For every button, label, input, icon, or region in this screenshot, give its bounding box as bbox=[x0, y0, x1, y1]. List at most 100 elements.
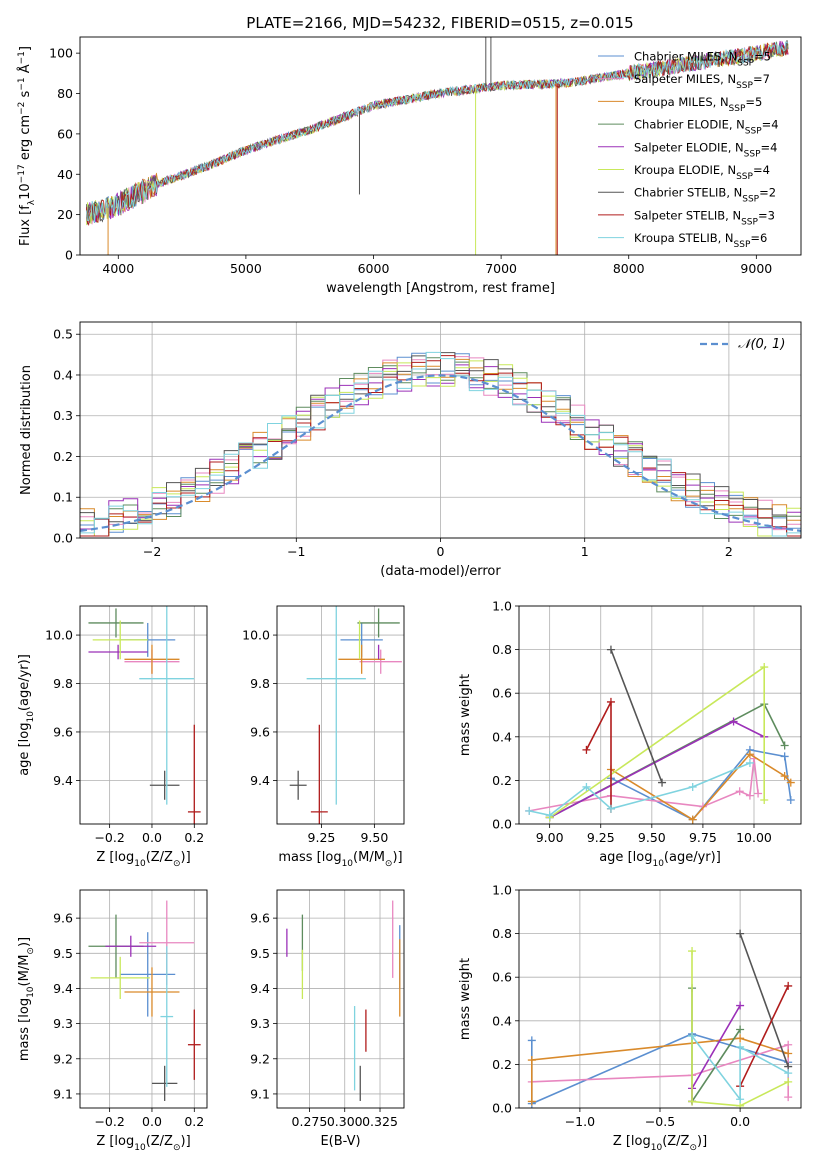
x-tick-label: 0.0 bbox=[142, 1114, 162, 1129]
x-axis-label-xlabel_end: )] bbox=[181, 850, 191, 865]
x-tick-label: 0.2 bbox=[184, 830, 204, 845]
y-tick-label: 9.4 bbox=[250, 981, 270, 996]
x-tick-label: −0.2 bbox=[94, 1114, 124, 1129]
axes-frame bbox=[276, 889, 405, 1109]
x-axis-label: Z [log10(Z/Z⊙)] bbox=[96, 850, 190, 869]
y-tick-label: 10.0 bbox=[45, 628, 73, 643]
weight-marker bbox=[527, 1056, 536, 1065]
y-tick-label: 0.5 bbox=[53, 327, 73, 342]
y-tick-label: 9.8 bbox=[53, 676, 73, 691]
axes-frame bbox=[518, 605, 802, 825]
panel-weight-vs-z: −1.0 −0.5 0.0 0.0 0.2 0.4 0.6 0.8 1.0 Z [log10(Z/… bbox=[458, 883, 802, 1153]
x-tick-label: 0.300 bbox=[327, 1114, 363, 1129]
x-axis-label-xlabel_end: )] bbox=[697, 1134, 707, 1149]
legend-label: Kroupa STELIB, NSSP=6 bbox=[634, 231, 767, 250]
x-tick-label: 0.275 bbox=[292, 1114, 328, 1129]
y-axis-label-ylabel_tail: (M/M bbox=[17, 955, 32, 987]
y-tick-label: 9.6 bbox=[250, 911, 270, 926]
legend-label-label: Kroupa MILES, N bbox=[634, 95, 729, 109]
y-tick-label: 20 bbox=[57, 207, 73, 222]
x-axis-label-xlabel_tail: (Z/Z bbox=[146, 850, 173, 865]
y-tick-label: 9.4 bbox=[53, 981, 73, 996]
x-axis-label-xlabel_tail: (age/yr)] bbox=[664, 850, 721, 865]
y-tick-label: 0.0 bbox=[53, 531, 73, 546]
y-tick-label: 60 bbox=[57, 126, 73, 141]
y-tick-label: 9.4 bbox=[53, 773, 73, 788]
panel-age-vs-mass: 9.25 9.50 9.4 9.6 9.8 10.0 mass [log10(M/M⊙)] bbox=[242, 605, 405, 869]
weight-marker bbox=[760, 796, 769, 805]
x-tick-label: 0.0 bbox=[730, 1114, 750, 1129]
y-tick-label: 0.2 bbox=[492, 773, 512, 788]
weight-marker bbox=[735, 787, 744, 796]
x-tick-label: −0.5 bbox=[645, 1114, 675, 1129]
legend-label-tail: =6 bbox=[750, 231, 767, 245]
panel-age-vs-z: −0.2 0.0 0.2 9.4 9.6 9.8 10.0 Z [log10(Z/Z⊙)] ag… bbox=[17, 605, 208, 869]
weight-marker bbox=[527, 1097, 536, 1106]
weight-marker bbox=[658, 778, 667, 787]
y-tick-label: 0.8 bbox=[492, 642, 512, 657]
hist-line bbox=[80, 351, 801, 537]
x-axis-label: age [log10(age/yr)] bbox=[599, 850, 721, 869]
y-tick-label: 9.5 bbox=[53, 946, 73, 961]
y-tick-label: 9.6 bbox=[53, 724, 73, 739]
weight-line bbox=[691, 1005, 741, 1102]
weight-marker bbox=[786, 778, 795, 787]
weight-marker bbox=[736, 1042, 745, 1051]
y-tick-label: 0.2 bbox=[53, 449, 73, 464]
weight-marker bbox=[688, 947, 697, 956]
y-tick-label: 0.0 bbox=[492, 1101, 512, 1116]
x-axis-label: mass [log10(M/M⊙)] bbox=[278, 850, 402, 869]
weight-marker bbox=[784, 1093, 793, 1102]
y-tick-label: 9.2 bbox=[53, 1051, 73, 1066]
weight-marker bbox=[729, 717, 738, 726]
legend-label-sub: SSP bbox=[745, 127, 762, 137]
legend-label: Salpeter STELIB, NSSP=3 bbox=[634, 208, 775, 227]
x-tick-label: −0.2 bbox=[94, 830, 124, 845]
y-tick-label: 0 bbox=[65, 248, 73, 263]
legend-label-label: Salpeter ELODIE, N bbox=[634, 140, 744, 154]
axes-frame bbox=[518, 889, 802, 1109]
x-tick-label: 10.00 bbox=[736, 830, 772, 845]
weight-marker bbox=[760, 663, 769, 672]
x-tick-label: 0.0 bbox=[142, 830, 162, 845]
plot-area bbox=[286, 900, 401, 1101]
legend-label-sub: SSP bbox=[742, 195, 759, 205]
x-tick-label: 0.325 bbox=[362, 1114, 398, 1129]
axes-frame bbox=[79, 889, 208, 1109]
axes-frame bbox=[79, 36, 802, 256]
weight-marker bbox=[736, 1034, 745, 1043]
weight-marker bbox=[780, 752, 789, 761]
legend-label-sub: SSP bbox=[734, 240, 751, 250]
plot-area bbox=[88, 900, 201, 1101]
weight-marker bbox=[606, 804, 615, 813]
legend-label-tail: =4 bbox=[761, 140, 778, 154]
plot-area bbox=[80, 351, 801, 537]
x-tick-label: 6000 bbox=[358, 261, 390, 276]
y-tick-label: 0.8 bbox=[492, 926, 512, 941]
x-tick-label: 4000 bbox=[102, 261, 134, 276]
legend-label: Kroupa MILES, NSSP=5 bbox=[634, 95, 762, 114]
weight-marker bbox=[754, 789, 763, 798]
legend-label: Chabrier ELODIE, NSSP=4 bbox=[634, 118, 779, 137]
panel-mass-vs-ebv: 0.275 0.300 0.325 9.1 9.2 9.3 9.4 9.5 9.6 E(B-V) bbox=[250, 889, 405, 1149]
weight-marker bbox=[582, 745, 591, 754]
y-axis-label: Flux [fλ10−17 erg cm−2 s−1 Å−1] bbox=[17, 46, 37, 246]
legend-label-tail: =5 bbox=[754, 50, 771, 64]
axes-frame bbox=[79, 605, 208, 825]
x-axis-label-xlabel_main: Z [log bbox=[96, 850, 134, 865]
x-tick-label: 9.25 bbox=[308, 830, 336, 845]
x-tick-label: 0 bbox=[437, 544, 445, 559]
plot-area bbox=[86, 37, 789, 255]
x-axis-label-xlabel_main: Z [log bbox=[96, 1134, 134, 1149]
y-axis-label: age [log10(age/yr)] bbox=[17, 654, 36, 776]
plot-area bbox=[88, 606, 201, 824]
plot-area bbox=[289, 606, 402, 824]
legend-label: Salpeter ELODIE, NSSP=4 bbox=[634, 140, 777, 159]
y-axis-label-ylabel_main: mass [log bbox=[17, 998, 32, 1061]
x-axis-label: Z [log10(Z/Z⊙)] bbox=[613, 1134, 707, 1153]
weight-marker bbox=[545, 811, 554, 820]
x-axis-label-xlabel_tail: (Z/Z bbox=[662, 1134, 689, 1149]
x-tick-label: 9000 bbox=[740, 261, 772, 276]
legend-label-label: Chabrier STELIB, N bbox=[634, 186, 742, 200]
